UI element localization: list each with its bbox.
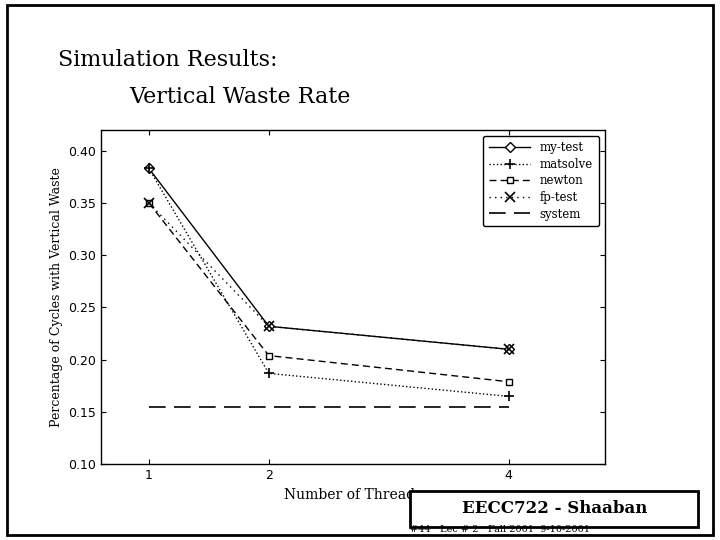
system	[145, 403, 153, 410]
fp-test	[264, 323, 273, 329]
my-test	[145, 165, 153, 172]
Line: fp-test: fp-test	[144, 198, 513, 354]
my-test	[264, 323, 273, 329]
Line: my-test: my-test	[145, 165, 512, 353]
Text: #44   Lec # 2   Fall 2001  9-10-2001: #44 Lec # 2 Fall 2001 9-10-2001	[410, 524, 590, 534]
Line: matsolve: matsolve	[144, 164, 513, 401]
fp-test	[145, 200, 153, 206]
Text: EECC722 - Shaaban: EECC722 - Shaaban	[462, 501, 647, 517]
my-test	[505, 346, 513, 353]
Text: Simulation Results:: Simulation Results:	[58, 49, 277, 71]
Legend: my-test, matsolve, newton, fp-test, system: my-test, matsolve, newton, fp-test, syst…	[483, 136, 599, 226]
matsolve	[505, 393, 513, 400]
system	[505, 403, 513, 410]
newton	[505, 379, 513, 385]
newton	[145, 200, 153, 206]
Y-axis label: Percentage of Cycles with Vertical Waste: Percentage of Cycles with Vertical Waste	[50, 167, 63, 427]
X-axis label: Number of Threads: Number of Threads	[284, 488, 422, 502]
Text: Vertical Waste Rate: Vertical Waste Rate	[130, 86, 351, 109]
newton	[264, 353, 273, 359]
fp-test	[505, 346, 513, 353]
Line: newton: newton	[145, 199, 512, 385]
matsolve	[145, 165, 153, 172]
matsolve	[264, 370, 273, 376]
system	[264, 403, 273, 410]
